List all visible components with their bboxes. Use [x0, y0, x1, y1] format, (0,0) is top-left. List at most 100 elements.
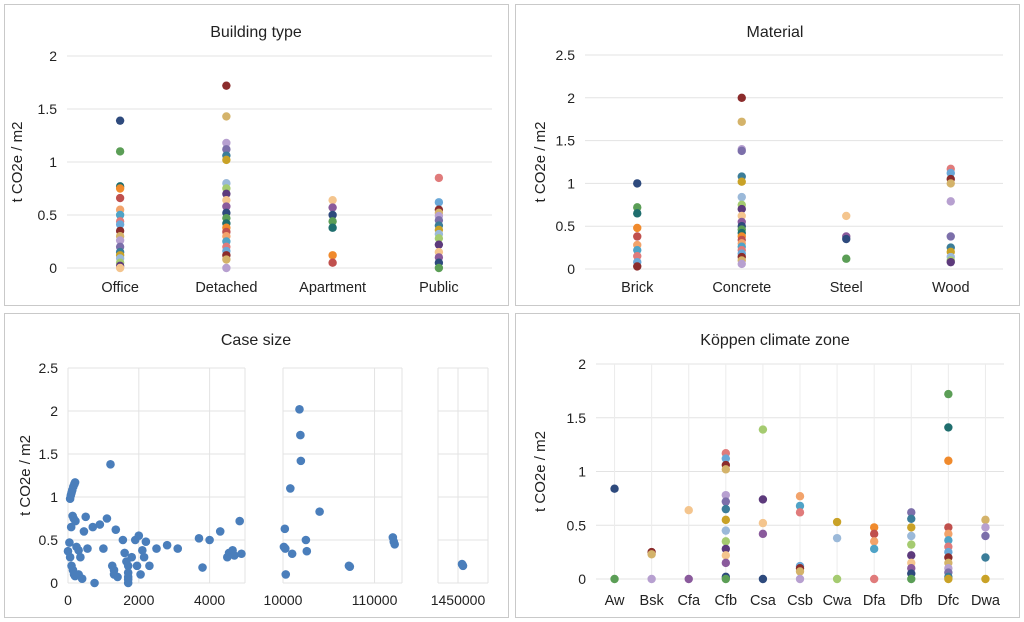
data-point: [345, 562, 355, 571]
x-tick-label: Dwa: [971, 593, 1001, 609]
data-point: [81, 512, 90, 522]
data-point: [296, 430, 305, 440]
data-point: [434, 240, 444, 249]
y-tick-label: 1: [578, 464, 586, 480]
data-point: [173, 544, 183, 553]
y-tick-label: 1: [567, 175, 575, 191]
data-point: [90, 578, 99, 588]
data-point: [123, 578, 133, 588]
data-point: [795, 567, 805, 576]
data-point: [458, 561, 468, 571]
x-tick-label: Apartment: [299, 280, 366, 296]
x-tick-label: Wood: [932, 280, 970, 296]
data-point: [70, 478, 80, 487]
data-point: [66, 522, 76, 532]
chart-title: Case size: [221, 332, 291, 349]
data-point: [981, 515, 990, 525]
y-tick-label: 2: [49, 48, 57, 64]
data-point: [944, 536, 953, 545]
data-point: [610, 574, 619, 584]
data-point: [907, 508, 916, 517]
data-point: [737, 93, 746, 103]
data-point: [633, 262, 642, 271]
data-point: [737, 204, 746, 214]
data-point: [869, 537, 879, 546]
data-point: [328, 203, 337, 212]
y-tick-label: 1.5: [38, 101, 58, 117]
data-point: [301, 535, 311, 545]
data-point: [721, 551, 731, 560]
y-tick-label: 0.5: [39, 532, 59, 548]
data-point: [280, 524, 290, 534]
y-tick-label: 2.5: [556, 47, 576, 63]
data-point: [79, 527, 89, 536]
data-point: [434, 234, 444, 243]
data-point: [907, 523, 916, 532]
chart-title: Building type: [210, 24, 302, 41]
data-point: [758, 529, 768, 539]
data-point: [721, 526, 731, 535]
x-tick-label: 1450000: [431, 592, 486, 608]
data-point: [328, 217, 337, 226]
data-point: [981, 523, 990, 532]
data-point: [907, 574, 916, 584]
data-point: [758, 574, 768, 584]
data-point: [795, 574, 805, 584]
data-point: [71, 516, 80, 526]
data-point: [721, 454, 731, 463]
data-point: [758, 518, 768, 528]
data-point: [737, 192, 746, 202]
x-tick-label: Office: [101, 280, 139, 296]
data-point: [434, 263, 444, 273]
data-point: [281, 570, 291, 579]
data-point: [842, 254, 851, 263]
data-point: [721, 465, 731, 474]
x-tick-label: 4000: [194, 592, 225, 608]
data-point: [74, 546, 83, 555]
y-tick-label: 0.5: [38, 207, 58, 223]
data-point: [328, 210, 337, 220]
data-point: [127, 552, 137, 562]
data-point: [198, 563, 207, 572]
data-point: [115, 220, 125, 229]
data-point: [235, 516, 244, 526]
data-point: [230, 551, 239, 560]
y-tick-label: 0: [578, 571, 586, 587]
data-point: [120, 548, 129, 558]
panel-material: [515, 4, 1020, 306]
data-point: [737, 259, 746, 269]
data-point: [390, 540, 399, 549]
data-point: [115, 263, 125, 273]
x-tick-label: Bsk: [640, 593, 665, 609]
data-point: [118, 535, 128, 545]
data-point: [328, 195, 337, 205]
y-tick-label: 2: [567, 90, 575, 106]
data-point: [115, 210, 125, 220]
data-point: [721, 558, 731, 568]
data-point: [95, 520, 105, 529]
data-point: [77, 574, 87, 583]
x-tick-label: Csa: [750, 593, 777, 609]
data-point: [134, 531, 144, 540]
x-tick-label: Csb: [787, 593, 813, 609]
data-point: [944, 423, 953, 432]
data-point: [115, 193, 125, 203]
data-point: [647, 550, 656, 559]
data-point: [633, 179, 642, 188]
data-point: [795, 501, 805, 511]
data-point: [287, 549, 297, 559]
data-point: [684, 574, 693, 584]
data-point: [152, 544, 161, 553]
data-point: [296, 456, 306, 466]
data-point: [633, 203, 642, 212]
data-point: [633, 232, 642, 241]
data-point: [65, 552, 75, 562]
y-axis-label: t CO2e / m2: [9, 122, 26, 203]
data-point: [737, 146, 746, 156]
data-point: [633, 209, 642, 218]
data-point: [946, 197, 955, 206]
y-tick-label: 2: [50, 403, 58, 419]
data-point: [295, 404, 304, 414]
data-point: [907, 551, 916, 560]
data-point: [115, 236, 125, 245]
